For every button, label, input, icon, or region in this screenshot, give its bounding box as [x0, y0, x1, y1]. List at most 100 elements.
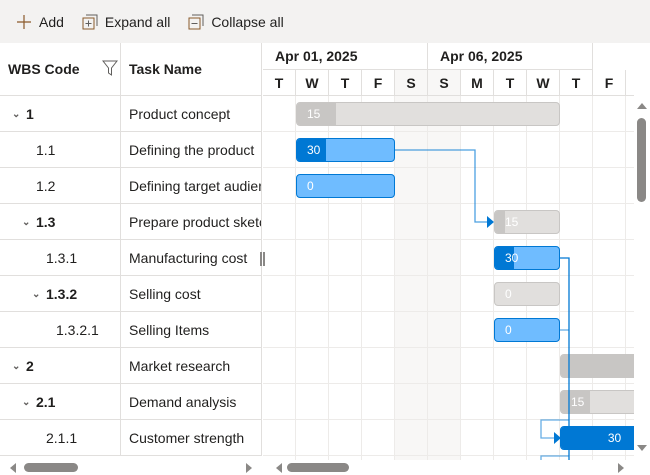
- collapse-all-button[interactable]: Collapse all: [188, 13, 284, 30]
- wbs-cell: 1.2: [0, 168, 121, 204]
- wbs-code: 1: [26, 106, 34, 122]
- task-bar[interactable]: 30: [494, 246, 560, 270]
- vertical-scrollbar[interactable]: [634, 96, 650, 460]
- task-name: Selling Items: [129, 322, 210, 338]
- progress-fill: [561, 391, 591, 413]
- scroll-right-icon[interactable]: [618, 463, 624, 473]
- task-bar[interactable]: 15: [494, 210, 560, 234]
- task-name-cell: Selling cost: [121, 276, 262, 312]
- wbs-code: 1.1: [36, 142, 56, 158]
- grid-scroll-thumb[interactable]: [24, 463, 78, 472]
- table-row[interactable]: ⌄ 1 Product concept: [0, 96, 262, 132]
- add-button[interactable]: Add: [16, 14, 64, 30]
- scroll-up-icon[interactable]: [637, 103, 647, 109]
- chart-horizontal-scrollbar[interactable]: [266, 460, 634, 475]
- column-header-wbs[interactable]: WBS Code: [0, 43, 121, 96]
- gantt-chart: Apr 01, 2025 Apr 06, 2025 T W T F S S M T W T F 15 30 0…: [263, 43, 634, 460]
- progress-label: 0: [505, 323, 512, 337]
- task-name-cell: Selling Items: [121, 312, 262, 348]
- chevron-down-icon[interactable]: ⌄: [22, 396, 31, 408]
- scroll-left-icon[interactable]: [276, 463, 282, 473]
- progress-label: 0: [505, 287, 512, 301]
- task-bar[interactable]: 15: [560, 354, 634, 378]
- progress-label: 30: [607, 431, 622, 445]
- wbs-cell: 2.1.1: [0, 420, 121, 456]
- task-name-header-label: Task Name: [129, 61, 202, 77]
- grid-line: [263, 311, 634, 312]
- wbs-code: 1.3: [36, 214, 56, 230]
- task-bar[interactable]: 0: [296, 174, 395, 198]
- task-name: Defining target audience: [129, 178, 261, 194]
- grid-line: [625, 96, 626, 460]
- table-row[interactable]: ⌄ 1.3.2 Selling cost: [0, 276, 262, 312]
- table-row[interactable]: ⌄ 1.3 Prepare product sketch: [0, 204, 262, 240]
- scroll-left-icon[interactable]: [10, 463, 16, 473]
- scroll-down-icon[interactable]: [637, 445, 647, 451]
- task-bar[interactable]: 15: [560, 390, 634, 414]
- grid-horizontal-scrollbar[interactable]: [0, 460, 262, 475]
- wbs-cell: ⌄ 1.3: [0, 204, 121, 240]
- grid-line: [263, 347, 634, 348]
- grid-line: [328, 96, 329, 460]
- chevron-down-icon[interactable]: ⌄: [32, 288, 41, 300]
- chevron-down-icon[interactable]: ⌄: [12, 108, 21, 120]
- dependency-connectors: [395, 149, 570, 460]
- day-header: F: [362, 70, 395, 96]
- grid-line: [263, 383, 634, 384]
- day-header: M: [461, 70, 494, 96]
- day-header: S: [428, 70, 461, 96]
- task-name: Prepare product sketch: [129, 214, 262, 230]
- vertical-scroll-thumb[interactable]: [637, 118, 646, 202]
- grid-line: [263, 239, 634, 240]
- task-name-cell: Product concept: [121, 96, 262, 132]
- scroll-right-icon[interactable]: [246, 463, 252, 473]
- plus-icon: [17, 14, 31, 29]
- wbs-code: 1.3.2.1: [56, 322, 99, 338]
- wbs-code: 1.3.1: [46, 250, 78, 266]
- wbs-code: 1.2: [36, 178, 56, 194]
- grid-line: [295, 96, 296, 460]
- splitter[interactable]: [260, 252, 265, 266]
- task-name: Demand analysis: [129, 394, 237, 410]
- collapse-all-label: Collapse all: [211, 13, 284, 30]
- task-bar[interactable]: 0: [494, 318, 560, 342]
- task-bar[interactable]: 30: [296, 138, 395, 162]
- add-label: Add: [39, 13, 64, 30]
- task-name-cell: Defining target audience: [121, 168, 262, 204]
- day-header: W: [296, 70, 329, 96]
- task-bar[interactable]: 30: [560, 426, 634, 450]
- chevron-down-icon[interactable]: ⌄: [12, 360, 21, 372]
- table-row[interactable]: 1.3.2.1 Selling Items: [0, 312, 262, 348]
- grid-line: [263, 455, 634, 456]
- expand-all-icon: [82, 14, 98, 29]
- day-header: S: [395, 70, 428, 96]
- connector-line: [395, 149, 489, 223]
- expand-all-label: Expand all: [104, 13, 171, 30]
- chart-scroll-thumb[interactable]: [287, 463, 349, 472]
- wbs-code: 2: [26, 358, 34, 374]
- grid-line: [559, 96, 560, 460]
- task-name: Customer strength: [129, 430, 245, 446]
- column-header-task-name[interactable]: Task Name: [121, 43, 262, 96]
- day-header: F: [593, 70, 626, 96]
- task-grid: WBS Code Task Name ⌄ 1 Product concept 1.1…: [0, 43, 262, 475]
- task-bar[interactable]: 0: [494, 282, 560, 306]
- task-name: Market research: [129, 358, 231, 374]
- wbs-cell: ⌄ 1.3.2: [0, 276, 121, 312]
- table-row[interactable]: 2.1.1 Customer strength: [0, 420, 262, 456]
- progress-fill: [495, 211, 505, 233]
- filter-icon[interactable]: [102, 60, 118, 76]
- wbs-header-label: WBS Code: [8, 61, 80, 77]
- task-name-cell: Customer strength: [121, 420, 262, 456]
- progress-label: 30: [307, 143, 321, 157]
- table-row[interactable]: 1.1 Defining the product: [0, 132, 262, 168]
- wbs-cell: 1.1: [0, 132, 121, 168]
- expand-all-button[interactable]: Expand all: [82, 14, 170, 30]
- table-row[interactable]: ⌄ 2.1 Demand analysis: [0, 384, 262, 420]
- table-row[interactable]: 1.2 Defining target audience: [0, 168, 262, 204]
- task-bar[interactable]: 15: [296, 102, 560, 126]
- chevron-down-icon[interactable]: ⌄: [22, 216, 31, 228]
- progress-label: 0: [307, 179, 314, 193]
- table-row[interactable]: 1.3.1 Manufacturing cost: [0, 240, 262, 276]
- table-row[interactable]: ⌄ 2 Market research: [0, 348, 262, 384]
